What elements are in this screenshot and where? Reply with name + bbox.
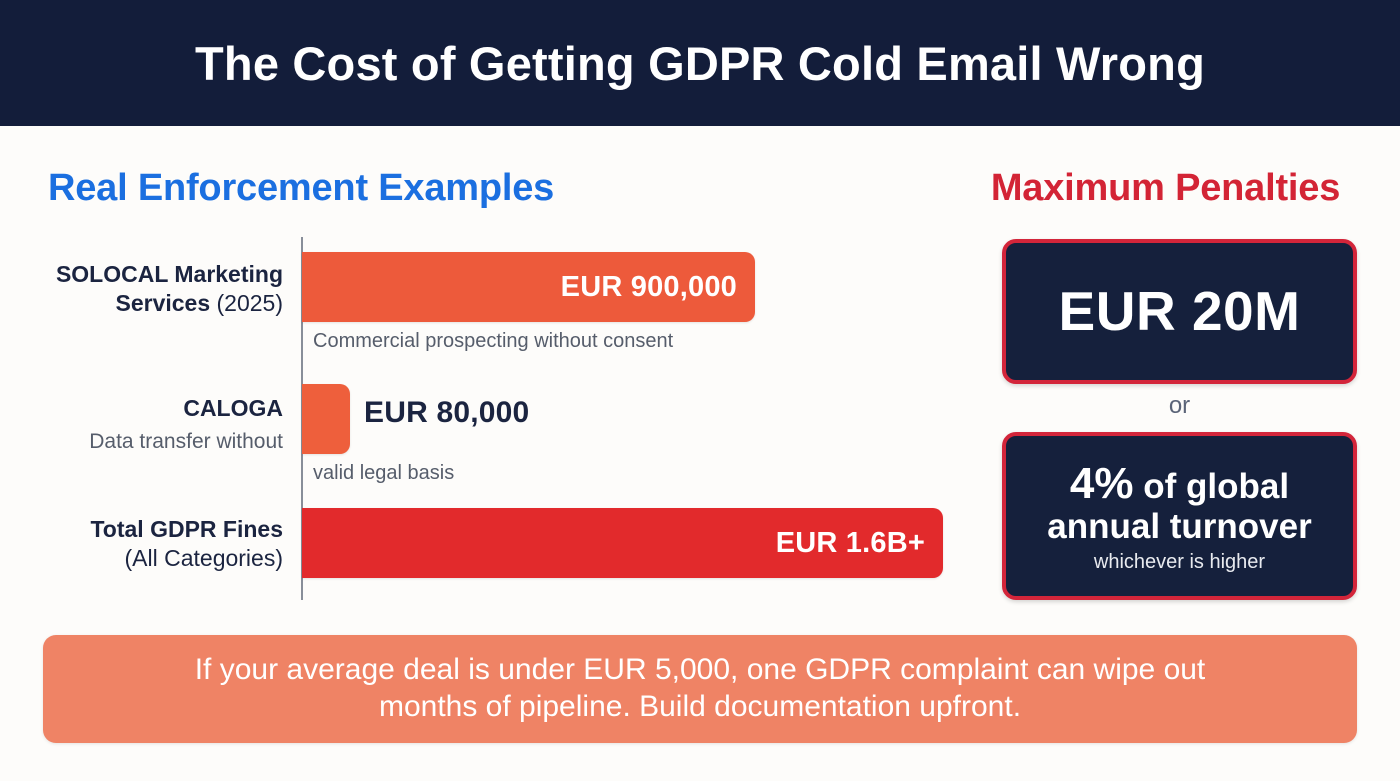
bar-label-line2-text: Services bbox=[115, 290, 211, 317]
bar-description-part1: Data transfer without bbox=[89, 430, 283, 453]
bar-label-line1: SOLOCAL Marketing bbox=[55, 261, 283, 287]
bar-caloga bbox=[302, 384, 350, 454]
bar-track bbox=[302, 384, 350, 454]
penalty-percentage-value: 4% bbox=[1069, 458, 1134, 508]
left-section-heading: Real Enforcement Examples bbox=[48, 167, 555, 209]
bar-solocal: EUR 900,000 bbox=[302, 252, 755, 322]
penalty-percentage-suffix: of global bbox=[1133, 466, 1290, 506]
maximum-penalties-panel: Maximum Penalties EUR 20M or 4% of globa… bbox=[975, 126, 1400, 626]
penalty-card-turnover-percentage: 4% of global annual turnover whichever i… bbox=[1002, 432, 1357, 600]
or-divider-label: or bbox=[1168, 392, 1191, 419]
penalty-amount: EUR 20M bbox=[1058, 280, 1301, 342]
bar-label-line1: CALOGA bbox=[183, 395, 283, 421]
bar-category-label: Total GDPR Fines (All Categories) bbox=[3, 515, 283, 574]
penalty-percentage-line2: annual turnover bbox=[1047, 506, 1312, 546]
right-section-heading: Maximum Penalties bbox=[990, 167, 1341, 209]
enforcement-examples-panel: Real Enforcement Examples SOLOCAL Market… bbox=[0, 126, 975, 626]
bar-value-label: EUR 900,000 bbox=[560, 270, 737, 303]
callout-text: If your average deal is under EUR 5,000,… bbox=[194, 653, 1206, 723]
bar-description-part2: valid legal basis bbox=[313, 462, 455, 484]
bar-label-scope: (All Categories) bbox=[124, 545, 284, 572]
bar-value-label: EUR 80,000 bbox=[364, 396, 530, 429]
bar-label-line2: Services (2025) bbox=[3, 289, 283, 318]
bar-description: Commercial prospecting without consent bbox=[313, 330, 674, 352]
page-title: The Cost of Getting GDPR Cold Email Wron… bbox=[195, 36, 1205, 90]
bottom-callout-banner: If your average deal is under EUR 5,000,… bbox=[43, 635, 1357, 743]
bar-track: EUR 1.6B+ bbox=[302, 508, 943, 578]
penalty-card-fixed-amount: EUR 20M bbox=[1002, 239, 1357, 384]
bar-label-year: (2025) bbox=[216, 290, 283, 317]
bar-total-gdpr-fines: EUR 1.6B+ bbox=[302, 508, 943, 578]
header-banner: The Cost of Getting GDPR Cold Email Wron… bbox=[0, 0, 1400, 126]
bar-category-label: SOLOCAL Marketing Services (2025) bbox=[3, 260, 283, 319]
bar-category-label: CALOGA bbox=[3, 394, 283, 423]
bar-label-line1: Total GDPR Fines bbox=[90, 516, 283, 542]
penalty-note: whichever is higher bbox=[1093, 551, 1266, 574]
bar-track: EUR 900,000 bbox=[302, 252, 755, 322]
penalty-percentage-line: 4% of global bbox=[1069, 458, 1290, 508]
bar-value-label: EUR 1.6B+ bbox=[775, 526, 925, 559]
bar-label-line2: (All Categories) bbox=[3, 544, 284, 573]
